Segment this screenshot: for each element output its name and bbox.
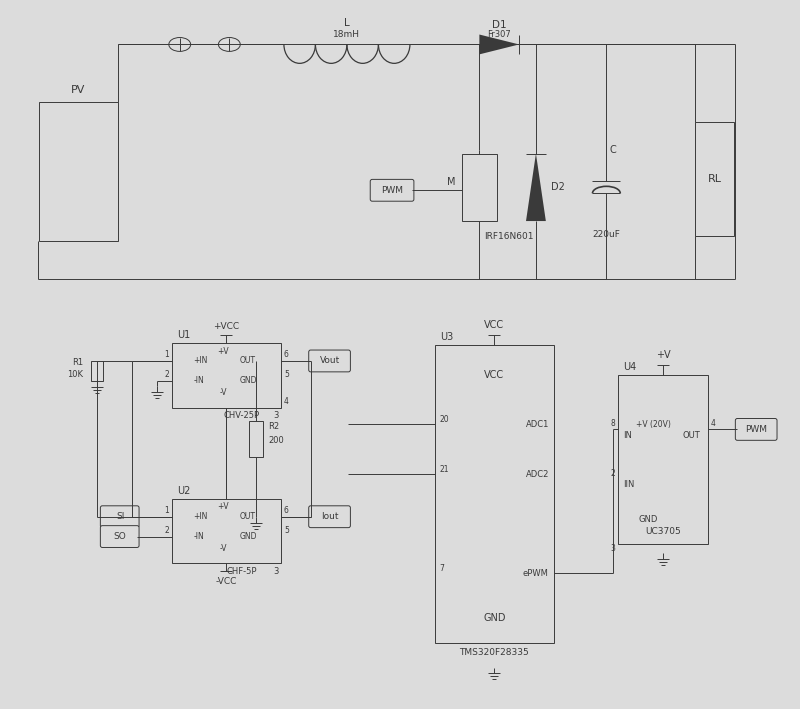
Text: IRF16N601: IRF16N601 (484, 233, 534, 242)
Text: 1: 1 (164, 506, 169, 515)
Text: 5: 5 (284, 526, 289, 535)
Text: +V: +V (656, 350, 670, 360)
Text: 8: 8 (610, 419, 615, 428)
Text: 3: 3 (274, 566, 278, 576)
Text: +IN: +IN (194, 512, 208, 521)
Text: 5: 5 (284, 370, 289, 379)
Text: 3: 3 (610, 544, 615, 553)
Text: 6: 6 (284, 506, 289, 515)
Text: GND: GND (483, 613, 506, 623)
Text: Iout: Iout (321, 512, 338, 521)
Text: +V: +V (218, 502, 230, 511)
Ellipse shape (218, 38, 240, 51)
Bar (91, 361, 103, 381)
Text: 21: 21 (440, 464, 449, 474)
Text: GND: GND (239, 376, 257, 385)
Text: D2: D2 (551, 182, 565, 192)
Text: TMS320F28335: TMS320F28335 (459, 648, 529, 657)
Text: ePWM: ePWM (523, 569, 549, 578)
Text: 2: 2 (610, 469, 615, 478)
Text: D1: D1 (492, 20, 506, 30)
Text: ADC2: ADC2 (526, 469, 549, 479)
Text: U4: U4 (623, 362, 637, 372)
Text: 20: 20 (440, 415, 450, 424)
Bar (462, 154, 498, 221)
Text: PWM: PWM (745, 425, 767, 434)
Text: R1: R1 (72, 359, 83, 367)
Text: U2: U2 (177, 486, 190, 496)
Bar (172, 499, 281, 564)
Text: +IN: +IN (194, 357, 208, 365)
Text: 220uF: 220uF (593, 230, 620, 240)
Text: Vout: Vout (319, 357, 340, 365)
Text: 6: 6 (284, 350, 289, 359)
Bar (39, 102, 118, 241)
Text: Fr307: Fr307 (487, 30, 511, 39)
Text: M: M (447, 177, 456, 187)
Text: U3: U3 (440, 332, 453, 342)
Text: 2: 2 (164, 526, 169, 535)
FancyBboxPatch shape (309, 506, 350, 527)
Text: OUT: OUT (682, 431, 701, 440)
Polygon shape (526, 154, 546, 221)
Text: SO: SO (114, 532, 126, 541)
FancyBboxPatch shape (309, 350, 350, 372)
Text: C: C (610, 145, 616, 155)
Text: 200: 200 (268, 436, 284, 445)
Text: 2: 2 (164, 370, 169, 379)
Text: UC3705: UC3705 (645, 527, 681, 536)
Text: 18mH: 18mH (334, 30, 361, 39)
Ellipse shape (169, 38, 190, 51)
Text: -V: -V (220, 544, 227, 553)
Text: 10K: 10K (67, 370, 83, 379)
Bar (172, 343, 281, 408)
Text: CHV-25P: CHV-25P (223, 411, 259, 420)
Text: +V: +V (218, 347, 230, 355)
Text: PV: PV (71, 85, 86, 95)
Text: -V: -V (220, 389, 227, 397)
Polygon shape (479, 35, 519, 55)
Text: CHF-5P: CHF-5P (226, 566, 257, 576)
Text: RL: RL (707, 174, 722, 184)
FancyBboxPatch shape (735, 418, 777, 440)
Bar (434, 345, 554, 643)
Text: 3: 3 (274, 411, 278, 420)
Text: SI: SI (116, 512, 124, 521)
Text: +V (20V): +V (20V) (636, 420, 671, 429)
Bar (249, 421, 263, 457)
Text: 4: 4 (284, 397, 289, 406)
Text: IN: IN (623, 431, 632, 440)
Bar (694, 122, 734, 236)
Text: -VCC: -VCC (216, 576, 237, 586)
Text: +VCC: +VCC (214, 322, 239, 330)
Text: U1: U1 (177, 330, 190, 340)
Text: -IN: -IN (194, 532, 204, 541)
Text: ADC1: ADC1 (526, 420, 549, 429)
FancyBboxPatch shape (370, 179, 414, 201)
Text: OUT: OUT (239, 357, 255, 365)
FancyBboxPatch shape (100, 525, 139, 547)
Text: PWM: PWM (381, 186, 403, 195)
Text: R2: R2 (268, 423, 279, 432)
Text: GND: GND (239, 532, 257, 541)
Bar (618, 375, 707, 544)
Text: VCC: VCC (484, 370, 504, 380)
Text: VCC: VCC (484, 320, 504, 330)
Text: 4: 4 (710, 419, 715, 428)
Text: GND: GND (638, 515, 658, 524)
FancyBboxPatch shape (100, 506, 139, 527)
Text: L: L (344, 18, 350, 28)
Text: -IN: -IN (194, 376, 204, 385)
Text: OUT: OUT (239, 512, 255, 521)
Text: 7: 7 (440, 564, 445, 573)
Text: 1: 1 (164, 350, 169, 359)
Text: IIN: IIN (623, 481, 634, 489)
